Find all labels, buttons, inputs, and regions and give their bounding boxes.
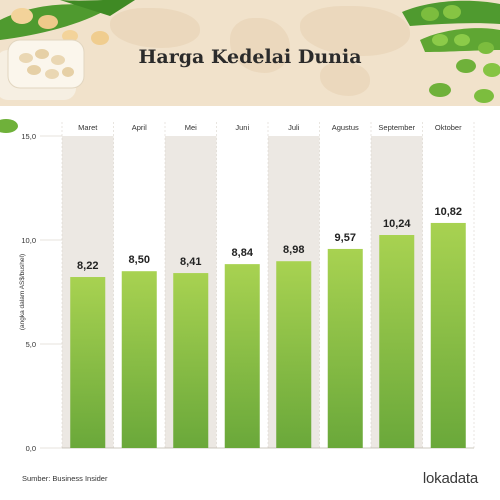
category-labels: Maret April Mei Juni Juli Agustus September Okt…: [78, 123, 462, 132]
y-tick-label: 10,0: [21, 236, 36, 245]
logo-text: lokadata: [422, 470, 478, 487]
map-shape: [320, 62, 370, 96]
y-tick-label: 5,0: [26, 340, 36, 349]
map-shape: [230, 18, 290, 73]
lokadata-logo: lokadata: [423, 470, 478, 487]
value-label: 8,22: [77, 260, 98, 272]
category-label: Mei: [185, 123, 197, 132]
source-note: Sumber: Business Insider: [22, 474, 108, 483]
y-axis-label: (angka dalam AS$/bushel): [19, 254, 26, 330]
category-label: Maret: [78, 123, 98, 132]
value-label: 8,41: [180, 256, 201, 268]
value-label: 8,98: [283, 244, 304, 256]
category-label: April: [132, 123, 147, 132]
category-label: Juli: [288, 123, 300, 132]
category-label: Juni: [235, 123, 249, 132]
value-label: 10,82: [434, 206, 462, 218]
header-banner: Harga Kedelai Dunia: [0, 0, 500, 106]
bars: [70, 222, 466, 448]
map-shape: [110, 8, 200, 48]
value-labels: 8,22 8,50 8,41 8,84 8,98 9,57 10,24 10,82: [77, 206, 462, 272]
value-label: 10,24: [383, 218, 411, 230]
value-label: 8,50: [129, 254, 150, 266]
bar: [276, 261, 312, 448]
bar: [379, 235, 415, 448]
bar: [173, 273, 209, 448]
bar: [121, 271, 157, 448]
bar: [224, 264, 260, 448]
category-label: Oktober: [435, 123, 462, 132]
bar: [327, 248, 363, 448]
bar-chart: 0,0 5,0 10,0 15,0 8,22 8,50 8,41 8,84 8,98 9,57 1…: [19, 122, 475, 453]
value-label: 8,84: [232, 247, 254, 259]
category-label: Agustus: [332, 123, 359, 132]
bar: [70, 277, 106, 448]
page-title: Harga Kedelai Dunia: [138, 46, 362, 68]
y-tick-label: 0,0: [26, 444, 36, 453]
map-shape: [300, 6, 410, 56]
value-label: 9,57: [335, 232, 356, 244]
category-label: September: [378, 123, 415, 132]
y-tick-label: 15,0: [21, 132, 36, 141]
bar: [430, 222, 466, 448]
